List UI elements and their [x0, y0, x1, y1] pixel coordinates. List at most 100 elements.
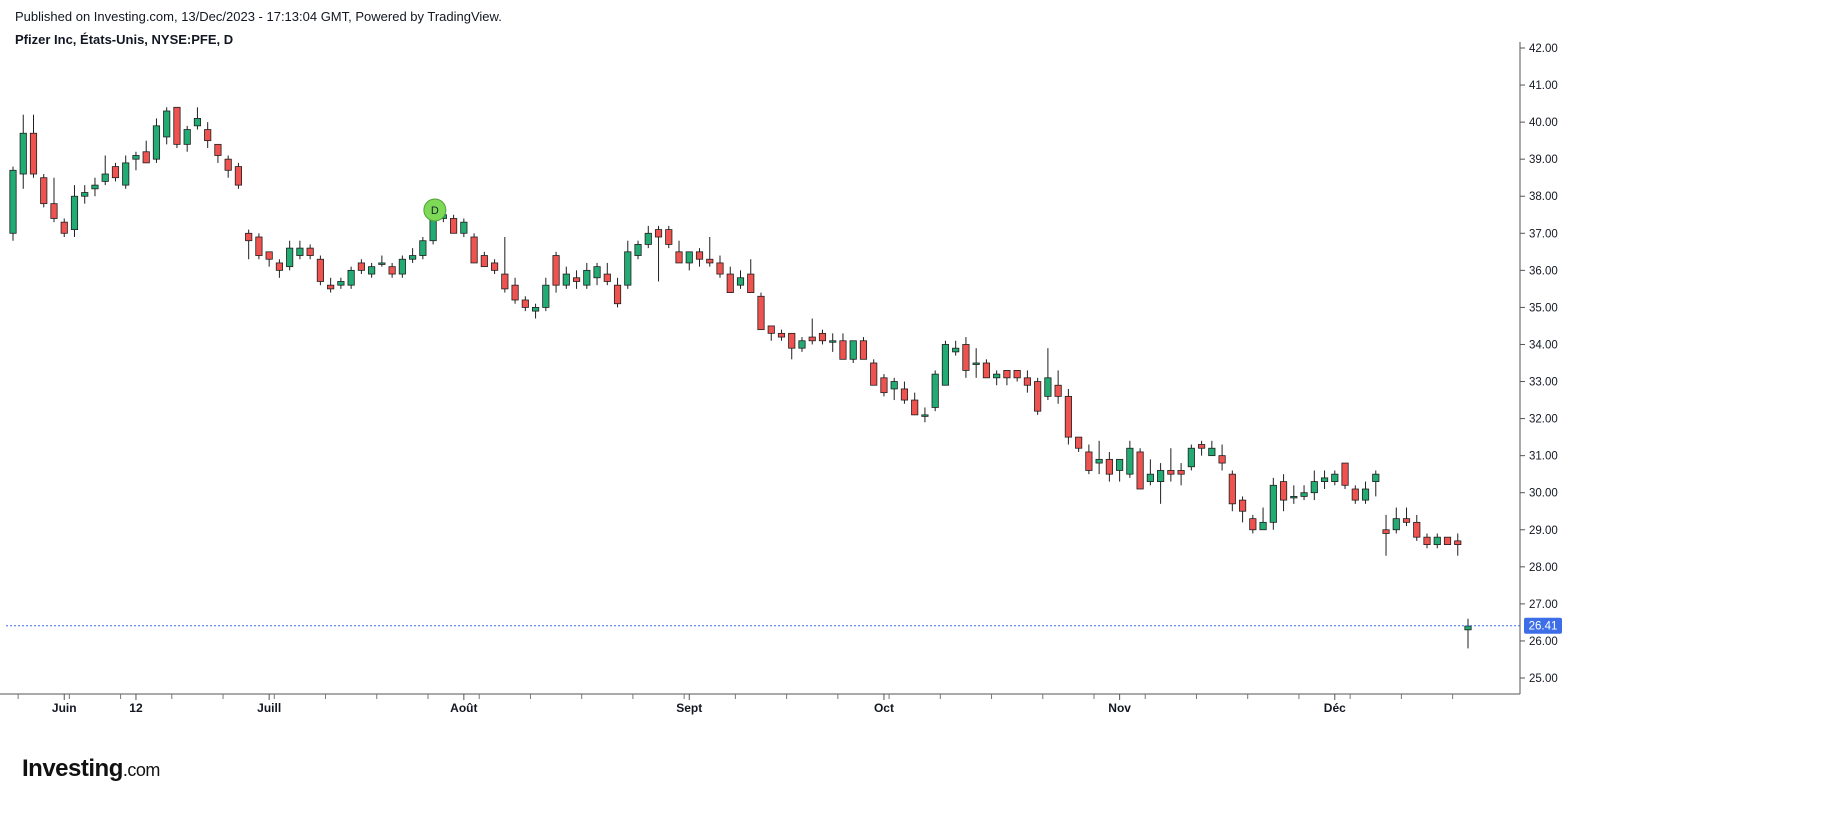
- price-tick-label: 37.00: [1529, 228, 1558, 240]
- candle-up: [286, 247, 294, 268]
- candle-down: [870, 362, 878, 386]
- candle-down: [839, 340, 847, 360]
- candle-up: [91, 184, 99, 190]
- investing-logo: Investing.com: [22, 755, 160, 783]
- candle-down: [265, 251, 273, 260]
- candle-down: [1075, 436, 1083, 449]
- candle-up: [152, 125, 161, 160]
- candle-down: [1218, 455, 1226, 464]
- candle-up: [132, 155, 140, 160]
- candle-up: [941, 344, 950, 386]
- time-tick-label: Juill: [257, 701, 281, 715]
- candle-up: [122, 162, 130, 186]
- candle-up: [101, 173, 109, 182]
- published-caption: Published on Investing.com, 13/Dec/2023 …: [15, 9, 502, 24]
- candle-up: [849, 340, 857, 360]
- time-tick-label: Août: [450, 701, 477, 715]
- candle-up: [1320, 477, 1329, 482]
- dividend-marker-label: D: [431, 205, 439, 217]
- candle-down: [1249, 518, 1257, 531]
- candle-down: [962, 344, 970, 371]
- logo-brand: Investing: [22, 755, 123, 782]
- candle-down: [480, 255, 488, 268]
- candle-up: [409, 255, 417, 260]
- candle-down: [275, 262, 283, 271]
- candle-up: [993, 373, 1001, 379]
- candle-down: [665, 229, 673, 245]
- candle-down: [1239, 499, 1247, 512]
- candle-series: [9, 106, 1472, 649]
- candle-down: [173, 106, 181, 145]
- candle-up: [1044, 377, 1052, 397]
- candle-down: [982, 362, 990, 379]
- candle-up: [1269, 484, 1277, 523]
- candle-up: [337, 281, 345, 286]
- candle-down: [1167, 470, 1175, 475]
- candle-down: [450, 218, 458, 234]
- candle-down: [859, 340, 868, 360]
- candle-down: [767, 325, 775, 334]
- candle-down: [1443, 536, 1452, 545]
- price-tick-label: 27.00: [1529, 599, 1558, 611]
- candle-down: [788, 332, 796, 349]
- candle-up: [1146, 473, 1154, 482]
- candle-up: [931, 373, 939, 408]
- candle-down: [1279, 481, 1288, 501]
- candle-up: [378, 262, 386, 265]
- candle-up: [1433, 536, 1441, 545]
- last-price-label: 26.41: [1529, 621, 1558, 633]
- candle-down: [511, 284, 519, 301]
- candle-down: [1105, 458, 1113, 475]
- candle-down: [327, 284, 335, 290]
- candle-up: [1187, 447, 1195, 468]
- candle-down: [1023, 377, 1031, 386]
- candle-down: [1198, 444, 1206, 449]
- candle-down: [142, 151, 150, 164]
- candle-up: [634, 244, 642, 256]
- candle-down: [880, 377, 888, 394]
- candle-down: [654, 229, 663, 238]
- price-tick-label: 36.00: [1529, 265, 1558, 277]
- candle-up: [542, 284, 550, 308]
- candle-down: [245, 232, 253, 242]
- candle-up: [193, 118, 202, 127]
- candle-up: [1095, 458, 1103, 464]
- price-tick-label: 26.00: [1529, 636, 1558, 648]
- candle-down: [50, 203, 58, 219]
- candle-down: [306, 247, 314, 256]
- candle-up: [183, 129, 191, 145]
- candle-up: [583, 269, 591, 286]
- symbol-title: Pfizer Inc, États-Unis, NYSE:PFE, D: [15, 32, 234, 47]
- price-tick-label: 31.00: [1529, 451, 1558, 463]
- time-axis[interactable]: Juin 12 Juill Août Sept Oct Nov Déc: [0, 693, 1520, 715]
- candle-down: [40, 177, 48, 205]
- price-axis[interactable]: 25.00 26.00 27.00 28.00 29.00 30.00 31.00 32.00…: [1519, 42, 1558, 694]
- candle-up: [368, 266, 376, 275]
- candle-down: [470, 236, 478, 264]
- candle-down: [818, 332, 827, 342]
- candle-down: [552, 255, 560, 286]
- candle-down: [214, 143, 222, 156]
- time-tick-label: Sept: [676, 701, 702, 715]
- candle-up: [685, 251, 693, 264]
- time-tick-label: 12: [129, 701, 143, 715]
- price-tick-label: 33.00: [1529, 377, 1558, 389]
- candle-up: [1372, 473, 1380, 482]
- candle-up: [736, 277, 745, 286]
- candle-up: [593, 266, 601, 279]
- candle-down: [316, 258, 324, 282]
- candle-up: [70, 195, 79, 230]
- candle-up: [798, 340, 806, 349]
- candle-up: [81, 192, 89, 197]
- time-tick-label: Déc: [1324, 701, 1346, 715]
- candle-down: [675, 251, 683, 264]
- candle-up: [1259, 521, 1267, 531]
- candle-up: [347, 269, 355, 286]
- price-tick-label: 28.00: [1529, 562, 1558, 574]
- candle-up: [829, 340, 837, 343]
- price-tick-label: 32.00: [1529, 414, 1558, 426]
- candle-down: [1177, 470, 1185, 475]
- price-tick-label: 35.00: [1529, 302, 1558, 314]
- candle-down: [1034, 381, 1042, 412]
